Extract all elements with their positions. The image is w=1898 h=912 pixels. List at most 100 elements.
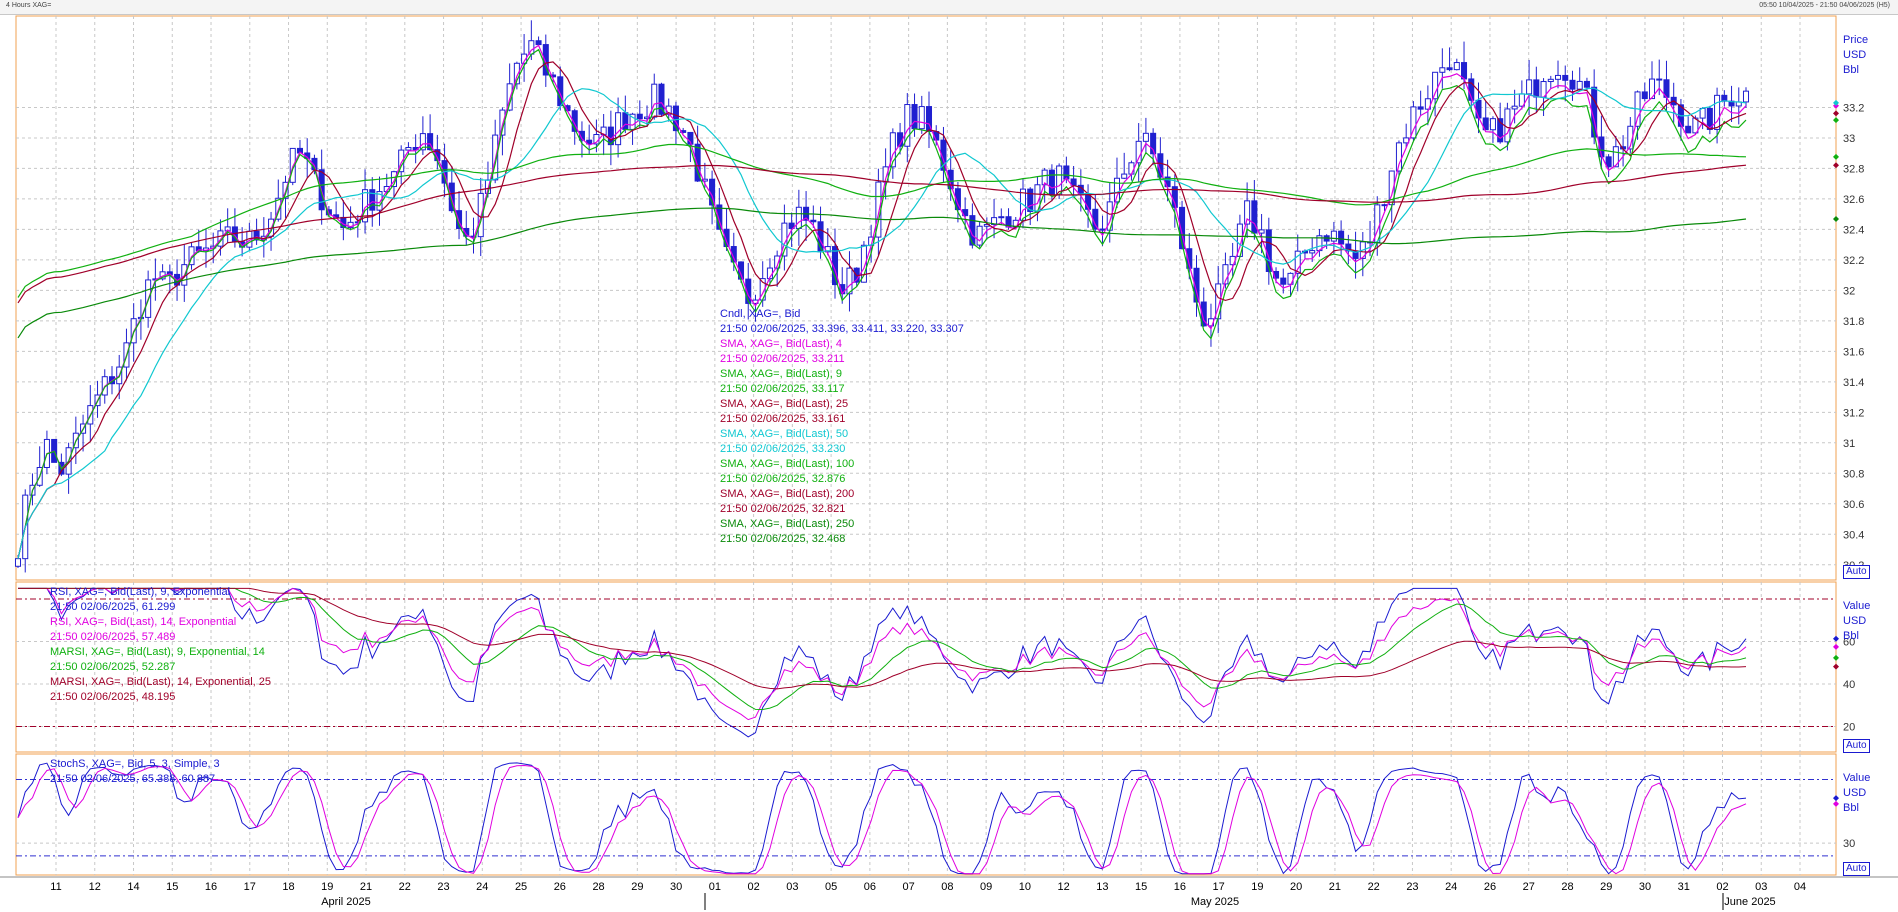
rsi-axis-header-line: Value <box>1843 600 1871 612</box>
x-tick-label: 04 <box>1794 881 1806 893</box>
candle-body <box>1583 80 1590 88</box>
candle-body <box>1410 106 1417 139</box>
price-legend-line: 21:50 02/06/2025, 33.161 <box>720 413 846 425</box>
candle-body <box>998 216 1005 219</box>
x-tick-label: 28 <box>1561 881 1573 893</box>
price-axis-header-line: USD <box>1843 49 1867 61</box>
x-tick-label: 10 <box>1019 881 1031 893</box>
stoch-last-marker <box>1833 795 1839 802</box>
candle-body <box>947 169 954 190</box>
candle-body <box>1612 146 1619 168</box>
x-tick-label: 23 <box>437 881 449 893</box>
price-y-tick-label: 30.6 <box>1843 499 1864 511</box>
rsi-legend: RSI, XAG=, Bid(Last), 9, Exponential 21:5… <box>50 585 271 705</box>
candle-body <box>1142 132 1149 142</box>
stoch-legend: StochS, XAG=, Bid, 5, 3, Simple, 3 21:50 … <box>50 757 220 787</box>
x-month-label: June 2025 <box>1724 896 1775 908</box>
x-tick-label: 29 <box>1600 881 1612 893</box>
candle-body <box>1569 79 1576 90</box>
x-tick-label: 26 <box>554 881 566 893</box>
price-legend-line: SMA, XAG=, Bid(Last), 50 <box>720 428 849 440</box>
x-tick-label: 08 <box>941 881 953 893</box>
price-legend-line: SMA, XAG=, Bid(Last), 200 <box>720 488 855 500</box>
x-tick-label: 11 <box>50 881 61 893</box>
x-tick-label: 18 <box>282 881 294 893</box>
candle-body <box>578 130 585 141</box>
candle-body <box>1381 204 1388 207</box>
rsi-legend-line: RSI, XAG=, Bid(Last), 9, Exponential <box>50 586 231 598</box>
candle-body <box>687 131 694 145</box>
candle-body <box>629 113 636 130</box>
x-tick-label: 02 <box>747 881 759 893</box>
x-tick-label: 24 <box>1445 881 1457 893</box>
candle-body <box>1598 136 1605 158</box>
window-title: 4 Hours XAG= <box>6 2 52 9</box>
candle-body <box>1027 188 1034 212</box>
x-tick-label: 03 <box>786 881 798 893</box>
rsi-legend-line: 21:50 02/06/2025, 52.287 <box>50 661 176 673</box>
candle-body <box>615 112 622 146</box>
price-legend-line: 21:50 02/06/2025, 32.468 <box>720 533 846 545</box>
candle-body <box>347 221 354 229</box>
candle-body <box>1648 78 1656 100</box>
x-tick-label: 22 <box>1368 881 1380 893</box>
candle-body <box>550 74 557 78</box>
candle-body <box>1533 79 1540 98</box>
x-tick-label: 25 <box>515 881 527 893</box>
x-tick-label: 07 <box>902 881 914 893</box>
candle-body <box>1113 177 1120 203</box>
price-legend-line: Cndl, XAG=, Bid <box>720 308 801 320</box>
candle-body <box>745 278 752 304</box>
stoch-axis-header-line: USD <box>1843 787 1867 799</box>
sma-last-marker <box>1833 162 1839 169</box>
rsi-legend-line: MARSI, XAG=, Bid(Last), 14, Exponential,… <box>50 676 272 688</box>
candle-body <box>1714 94 1721 130</box>
candle-body <box>658 83 665 115</box>
rsi-last-marker <box>1833 643 1839 650</box>
candle-body <box>1338 230 1345 245</box>
stoch-auto-button[interactable]: Auto <box>1843 862 1870 876</box>
rsi-line <box>18 587 1747 711</box>
sma-line <box>17 164 1747 304</box>
x-tick-label: 29 <box>631 881 643 893</box>
x-tick-label: 14 <box>127 881 139 893</box>
x-tick-label: 21 <box>1329 881 1341 893</box>
candle-body <box>1547 78 1554 83</box>
candle-body <box>1056 165 1063 196</box>
rsi-y-tick-label: 60 <box>1843 637 1855 649</box>
candle-body <box>911 104 918 130</box>
price-legend-line: SMA, XAG=, Bid(Last), 100 <box>720 458 855 470</box>
rsi-axis-header-line: USD <box>1843 615 1867 627</box>
window-range: 05:50 10/04/2025 - 21:50 04/06/2025 (H5) <box>1759 2 1890 9</box>
candle-body <box>774 255 781 269</box>
price-y-tick-label: 31.4 <box>1843 377 1864 389</box>
price-y-tick-label: 33 <box>1843 133 1855 145</box>
x-tick-label: 22 <box>399 881 411 893</box>
candle-body <box>1063 165 1070 180</box>
candle-body <box>499 109 506 136</box>
candle-body <box>1309 250 1316 254</box>
candle-body <box>1294 250 1301 274</box>
x-tick-label: 21 <box>360 881 372 893</box>
rsi-auto-button[interactable]: Auto <box>1843 739 1870 753</box>
price-axis-header-line: Bbl <box>1843 64 1859 76</box>
candle-body <box>1048 169 1055 196</box>
candle-body <box>810 219 817 223</box>
candle-body <box>1280 277 1287 285</box>
price-auto-button[interactable]: Auto <box>1843 565 1870 579</box>
price-y-tick-label: 30.4 <box>1843 529 1864 541</box>
price-y-tick-label: 30.8 <box>1843 468 1864 480</box>
candle-body <box>427 133 434 151</box>
x-tick-label: 06 <box>864 881 876 893</box>
stoch-legend-line: 21:50 02/06/2025, 65.388, 60.887 <box>50 773 216 785</box>
candle-body <box>1439 67 1446 73</box>
candle-body <box>1070 178 1077 186</box>
price-y-tick-label: 32.8 <box>1843 163 1864 175</box>
candle-body <box>1041 169 1048 186</box>
candle-body <box>571 110 578 132</box>
x-tick-label: 27 <box>1523 881 1535 893</box>
price-axis-header: Price USD Bbl <box>1843 33 1868 78</box>
rsi-legend-line: 21:50 02/06/2025, 48.195 <box>50 691 176 703</box>
stoch-line <box>17 764 1747 875</box>
